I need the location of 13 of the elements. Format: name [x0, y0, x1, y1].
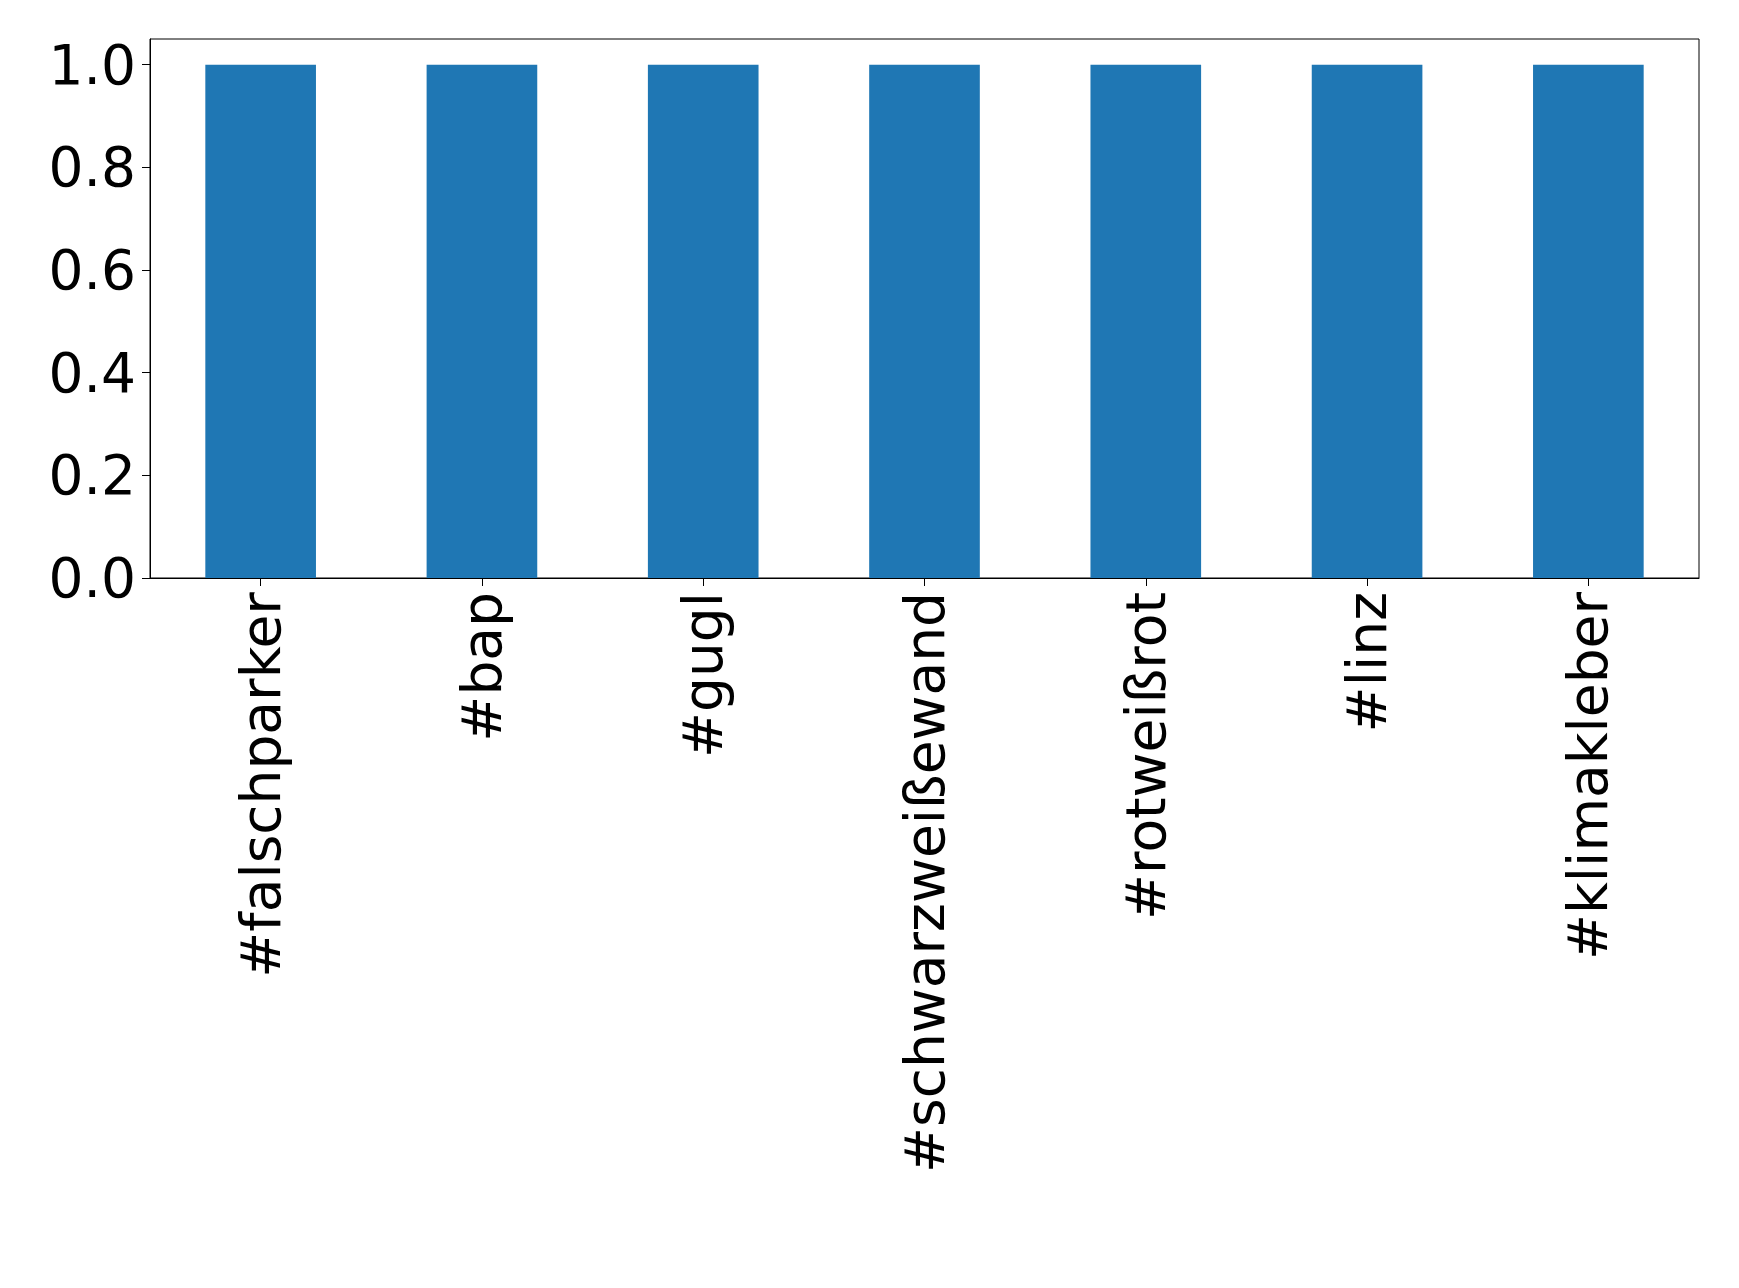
x-tick-label: #rotweißrot [1113, 592, 1178, 921]
x-tick-label: #falschparker [228, 591, 293, 978]
y-tick-label: 0.0 [48, 546, 136, 610]
x-tick-label: #gugl [671, 592, 736, 759]
x-tick-label: #klimakleber [1556, 591, 1621, 961]
x-tick-label: #linz [1335, 592, 1400, 733]
x-tick-label: #schwarzweißewand [892, 592, 957, 1174]
y-tick-label: 0.2 [48, 443, 136, 508]
y-tick-label: 0.8 [48, 135, 136, 200]
y-tick-label: 0.4 [48, 340, 136, 405]
x-tick-label: #bap [449, 592, 514, 742]
y-tick-label: 0.6 [48, 238, 136, 302]
y-tick-label: 1.0 [48, 32, 136, 97]
